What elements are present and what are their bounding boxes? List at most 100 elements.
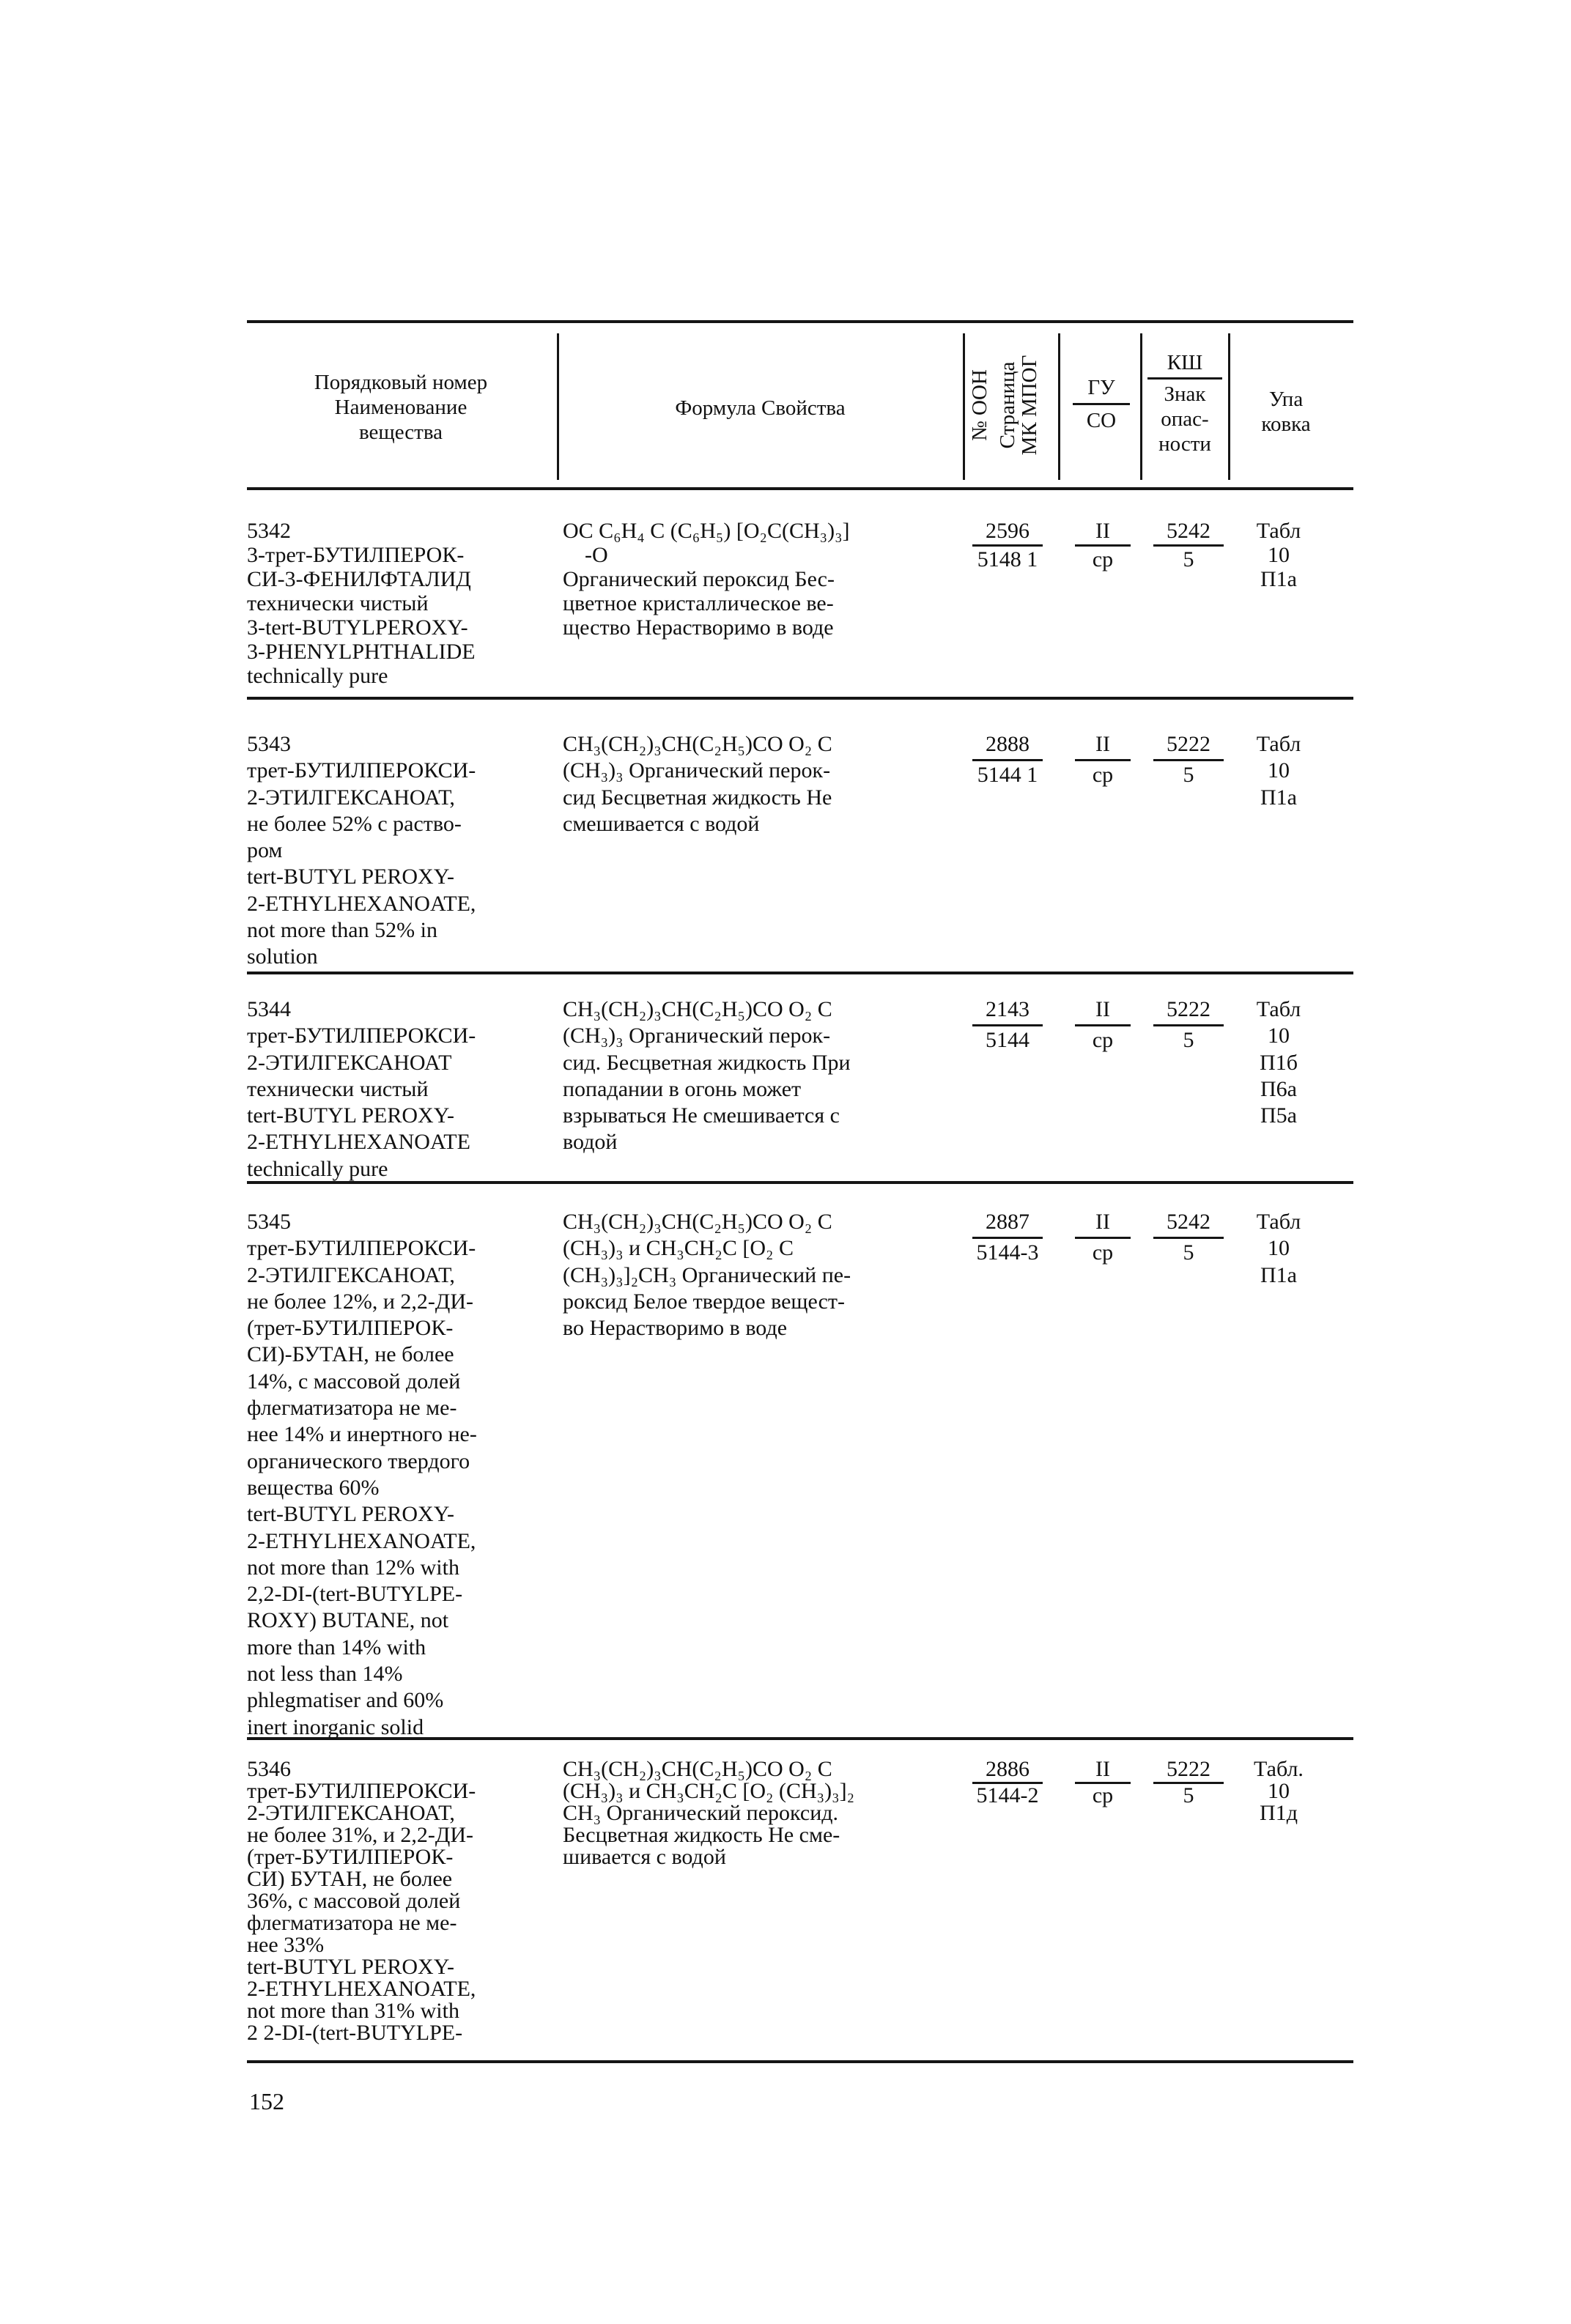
row-divider <box>247 972 1353 974</box>
header-gu: ГУ <box>1087 376 1115 399</box>
header-name-line: Порядковый номер <box>314 371 488 394</box>
header-name-column: Порядковый номер Наименование вещества <box>247 370 555 445</box>
fraction-un: 2888 5144 1 <box>961 731 1054 789</box>
substance-name-line: 2-ETHYLHEXANOATE <box>247 1130 470 1155</box>
substance-name-line: вещества 60% <box>247 1475 380 1500</box>
formula-properties-line: щество Нерастворимо в воде <box>563 615 834 640</box>
packing-cell: Табл 10 П1а <box>1238 731 1319 811</box>
header-bottom-rule <box>247 487 1353 490</box>
substance-name-line: inert inorganic solid <box>247 1714 424 1739</box>
fraction-bar <box>1153 1024 1224 1027</box>
co-value: ср <box>1092 763 1114 788</box>
serial-number: 5345 <box>247 1210 291 1234</box>
header-ksh: КШ <box>1167 351 1203 374</box>
page-value: 5144-2 <box>976 1783 1039 1807</box>
gu-value: II <box>1095 1210 1110 1234</box>
co-value: ср <box>1092 1028 1114 1053</box>
substance-name-line: СИ) БУТАН, не более <box>247 1867 453 1891</box>
substance-name-line: 2-ЭТИЛГЕКСАНОАТ, <box>247 1262 455 1287</box>
fraction-gu: II ср <box>1070 731 1136 789</box>
packing-line: Табл <box>1256 732 1301 756</box>
substance-name-line: 2-ETHYLHEXANOATE, <box>247 891 476 916</box>
fraction-un: 2143 5144 <box>961 996 1054 1054</box>
un-value: 2596 <box>986 519 1030 543</box>
ksh-value: 5222 <box>1167 1757 1210 1781</box>
substance-name-line: phlegmatiser and 60% <box>247 1688 444 1713</box>
ksh-value: 5222 <box>1167 732 1210 756</box>
row-divider <box>247 697 1353 700</box>
page-number: 152 <box>249 2088 284 2114</box>
formula-properties-line: (CH₃)₃ и CH₃CH₂C [O₂ C <box>563 1236 794 1261</box>
substance-name-line: 2-ЭТИЛГЕКСАНОАТ, <box>247 785 455 810</box>
formula-properties-line: шивается с водой <box>563 1845 726 1869</box>
fraction-un: 2596 5148 1 <box>961 519 1054 571</box>
packing-line: 10 <box>1268 1779 1290 1803</box>
page-value: 5148 1 <box>977 547 1038 571</box>
un-value: 2143 <box>986 997 1030 1021</box>
formula-properties-line: водой <box>563 1130 618 1155</box>
serial-number: 5344 <box>247 997 291 1021</box>
header-divider <box>557 333 559 480</box>
substance-name-line: технически чистый <box>247 1076 429 1101</box>
un-value: 2887 <box>986 1210 1030 1234</box>
header-pack-line: ковка <box>1261 412 1311 436</box>
co-value: ср <box>1092 1240 1114 1265</box>
fraction-bar <box>1075 1782 1131 1784</box>
table-top-rule <box>247 320 1353 323</box>
header-page-line: Страница <box>996 361 1019 449</box>
substance-name-line: трет-БУТИЛПЕРОКСИ- <box>247 758 476 783</box>
fraction-bar <box>972 759 1043 762</box>
header-page-mpog: Страница МК МПОГ <box>996 336 1041 475</box>
page-value: 5144 <box>986 1028 1030 1053</box>
substance-name-line: флегматизатора не ме- <box>247 1911 457 1935</box>
substance-name-line: not more than 12% with <box>247 1555 459 1580</box>
formula-properties-line: во Нерастворимо в воде <box>563 1316 788 1341</box>
fraction-un: 2886 5144-2 <box>961 1758 1054 1807</box>
row-divider <box>247 1181 1353 1184</box>
formula-properties-line: попадании в огонь может <box>563 1076 802 1101</box>
fraction-bar <box>972 1782 1043 1784</box>
serial-number: 5346 <box>247 1757 291 1781</box>
substance-name-line: ROXY) BUTANE, not <box>247 1608 449 1633</box>
substance-name-line: не более 31%, и 2,2-ДИ- <box>247 1823 473 1847</box>
substance-name-cell: 5346 трет-БУТИЛПЕРОКСИ- 2-ЭТИЛГЕКСАНОАТ, не… <box>247 1758 555 2044</box>
packing-line: 10 <box>1268 543 1290 567</box>
formula-properties-line: (CH₃)₃ Органический перок- <box>563 758 831 783</box>
packing-line: П1а <box>1260 785 1297 810</box>
substance-name-line: (трет-БУТИЛПЕРОК- <box>247 1316 454 1341</box>
packing-cell: Табл 10 П1а <box>1238 519 1319 591</box>
substance-name-cell: 5345 трет-БУТИЛПЕРОКСИ- 2-ЭТИЛГЕКСАНОАТ, не… <box>247 1209 555 1741</box>
substance-name-line: not more than 52% in <box>247 918 437 943</box>
sign-value: 5 <box>1183 1028 1194 1053</box>
fraction-bar <box>1075 759 1131 762</box>
formula-properties-line: (CH₃)₃]₂CH₃ Органический пе- <box>563 1262 851 1287</box>
formula-properties-line: сид. Бесцветная жидкость При <box>563 1050 851 1075</box>
fraction-gu: II ср <box>1070 1758 1136 1807</box>
substance-name-cell: 5343 трет-БУТИЛПЕРОКСИ- 2-ЭТИЛГЕКСАНОАТ, не… <box>247 731 555 971</box>
substance-name-line: 2 2-DI-(tert-BUTYLPE- <box>247 2021 463 2045</box>
header-gu-fraction-bar <box>1073 403 1130 405</box>
formula-properties-line: CH₃(CH₂)₃CH(C₂H₅)CO O₂ C <box>563 1757 832 1781</box>
gu-value: II <box>1095 732 1110 756</box>
substance-name-line: more than 14% with <box>247 1635 426 1659</box>
header-co: СО <box>1086 409 1117 432</box>
substance-name-line: technically pure <box>247 1156 388 1181</box>
header-divider <box>963 333 965 480</box>
sign-value: 5 <box>1183 1783 1194 1807</box>
substance-name-line: СИ)-БУТАН, не более <box>247 1342 454 1367</box>
substance-name-line: 3-tert-BUTYLPEROXY- <box>247 615 468 640</box>
fraction-ksh: 5222 5 <box>1149 1758 1228 1807</box>
substance-name-line: 14%, с массовой долей <box>247 1369 461 1394</box>
formula-properties-line: CH₃(CH₂)₃CH(C₂H₅)CO O₂ C <box>563 997 832 1021</box>
page-value: 5144 1 <box>977 763 1038 788</box>
serial-number: 5342 <box>247 519 291 543</box>
packing-line: Табл <box>1256 1210 1301 1234</box>
fraction-ksh: 5222 5 <box>1149 731 1228 789</box>
substance-name-line: не более 52% с раство- <box>247 811 462 836</box>
packing-cell: Табл 10 П1а <box>1238 1209 1319 1289</box>
serial-number: 5343 <box>247 732 291 756</box>
packing-line: П1д <box>1260 1801 1298 1825</box>
fraction-gu: II ср <box>1070 519 1136 571</box>
header-pack-line: Упа <box>1268 388 1304 411</box>
fraction-bar <box>1153 759 1224 762</box>
